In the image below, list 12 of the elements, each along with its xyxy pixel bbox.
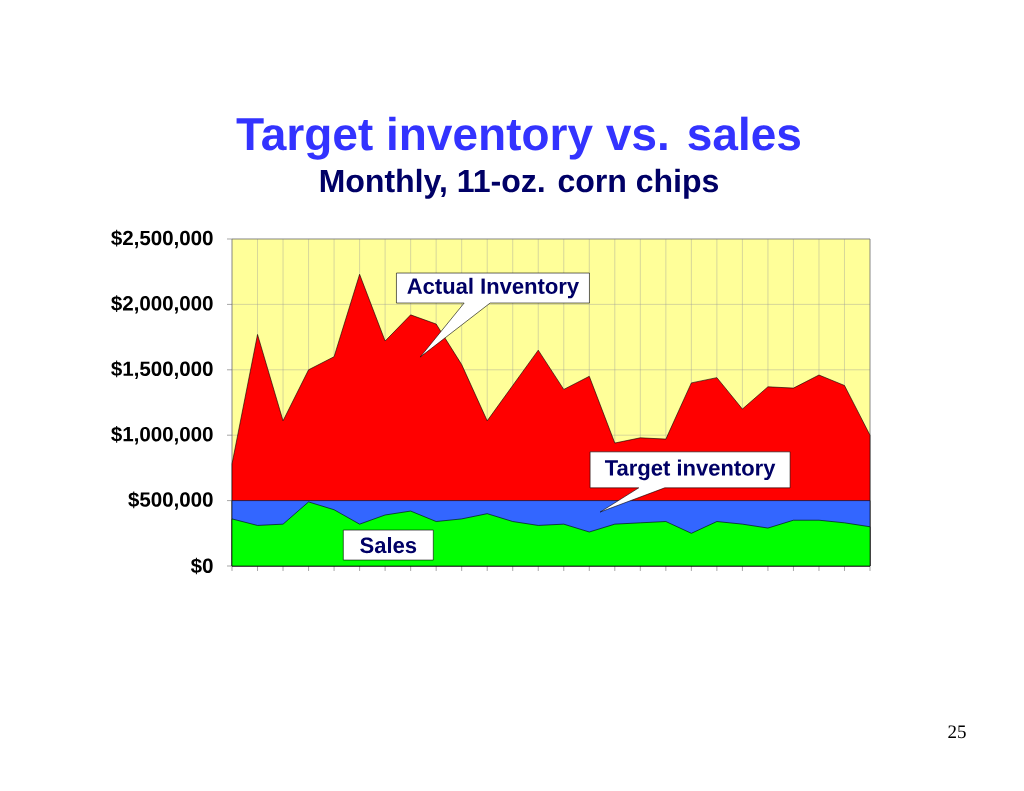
y-tick-label: $2,000,000 bbox=[111, 295, 213, 314]
y-tick-label: $1,000,000 bbox=[111, 426, 213, 445]
chart-subtitle: Monthly, 11-oz. corn chips bbox=[320, 168, 719, 199]
y-tick-label: $2,500,000 bbox=[111, 229, 213, 249]
series-label: Target inventory bbox=[604, 459, 776, 481]
y-tick-label: $500,000 bbox=[128, 491, 213, 510]
chart-title: Target inventory vs. sales bbox=[236, 116, 800, 160]
y-tick-label: $0 bbox=[190, 557, 213, 575]
series-label: Sales bbox=[360, 537, 417, 554]
y-tick-label: $1,500,000 bbox=[111, 360, 213, 379]
series-label: Actual Inventory bbox=[407, 277, 579, 299]
text: 25 bbox=[948, 725, 966, 739]
